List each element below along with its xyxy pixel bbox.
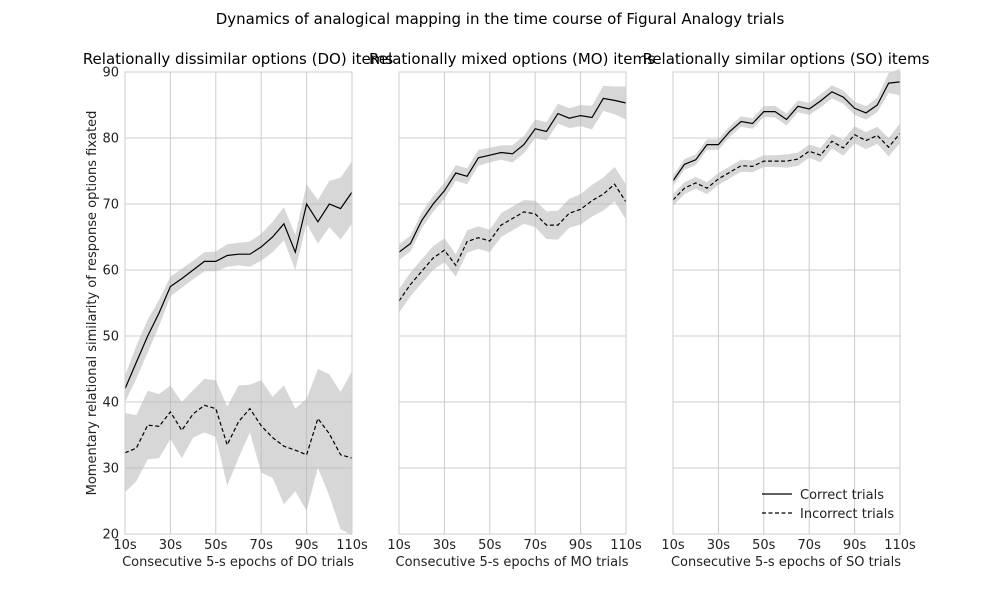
line-correct-so bbox=[672, 81, 901, 182]
y-tick-label: 40 bbox=[102, 396, 119, 411]
x-tick-label: 70s bbox=[250, 538, 274, 553]
line-incorrect-mo bbox=[398, 183, 627, 302]
x-tick-label: 90s bbox=[295, 538, 319, 553]
confidence-band-correct-so bbox=[673, 68, 900, 187]
legend-correct-label: Correct trials bbox=[800, 488, 884, 503]
line-correct-do bbox=[124, 191, 353, 390]
x-tick-label: 50s bbox=[752, 538, 776, 553]
x-tick-label: 10s bbox=[661, 538, 685, 553]
shared-y-axis-label: Momentary relational similarity of respo… bbox=[85, 111, 100, 496]
confidence-band-incorrect-so bbox=[673, 123, 900, 206]
panel-mo: Relationally mixed options (MO) items Co… bbox=[369, 50, 655, 570]
line-incorrect-do bbox=[124, 404, 353, 459]
plot-frame-do bbox=[124, 71, 353, 535]
plot-frame-mo bbox=[398, 71, 627, 535]
line-incorrect-so bbox=[672, 133, 901, 201]
x-tick-label: 10s bbox=[387, 538, 411, 553]
x-tick-label: 30s bbox=[159, 538, 183, 553]
x-tick-label: 110s bbox=[884, 538, 916, 553]
panel-title-mo: Relationally mixed options (MO) items bbox=[369, 50, 655, 68]
legend-incorrect-label: Incorrect trials bbox=[800, 507, 894, 522]
confidence-band-correct-mo bbox=[399, 85, 626, 261]
confidence-band-correct-do bbox=[125, 161, 352, 402]
x-tick-label: 30s bbox=[707, 538, 731, 553]
plot-frame-so bbox=[672, 71, 901, 535]
x-tick-label: 110s bbox=[610, 538, 642, 553]
x-axis-label-mo: Consecutive 5-s epochs of MO trials bbox=[396, 555, 629, 570]
y-tick-label: 70 bbox=[102, 198, 119, 213]
line-correct-mo bbox=[398, 97, 627, 253]
y-tick-label: 30 bbox=[102, 462, 119, 477]
x-tick-label: 10s bbox=[113, 538, 137, 553]
panel-do: Relationally dissimilar options (DO) ite… bbox=[83, 50, 394, 570]
y-tick-label: 80 bbox=[102, 132, 119, 147]
x-tick-label: 70s bbox=[798, 538, 822, 553]
x-tick-label: 90s bbox=[843, 538, 867, 553]
y-tick-label: 50 bbox=[102, 330, 119, 345]
x-tick-label: 110s bbox=[336, 538, 368, 553]
x-tick-label: 70s bbox=[524, 538, 548, 553]
confidence-band-incorrect-mo bbox=[399, 167, 626, 313]
panel-title-so: Relationally similar options (SO) items bbox=[643, 50, 930, 68]
confidence-band-incorrect-do bbox=[125, 369, 352, 536]
x-tick-label: 50s bbox=[204, 538, 228, 553]
legend: Correct trials Incorrect trials bbox=[762, 488, 894, 522]
figure-suptitle: Dynamics of analogical mapping in the ti… bbox=[216, 10, 785, 28]
y-tick-label: 90 bbox=[102, 66, 119, 81]
x-tick-label: 30s bbox=[433, 538, 457, 553]
y-tick-label: 20 bbox=[102, 528, 119, 543]
x-axis-label-do: Consecutive 5-s epochs of DO trials bbox=[122, 555, 354, 570]
grid-mo bbox=[398, 71, 627, 535]
y-tick-label: 60 bbox=[102, 264, 119, 279]
panel-so: Relationally similar options (SO) items … bbox=[643, 50, 930, 570]
x-tick-label: 50s bbox=[478, 538, 502, 553]
x-tick-label: 90s bbox=[569, 538, 593, 553]
panel-title-do: Relationally dissimilar options (DO) ite… bbox=[83, 50, 394, 68]
x-axis-label-so: Consecutive 5-s epochs of SO trials bbox=[671, 555, 901, 570]
